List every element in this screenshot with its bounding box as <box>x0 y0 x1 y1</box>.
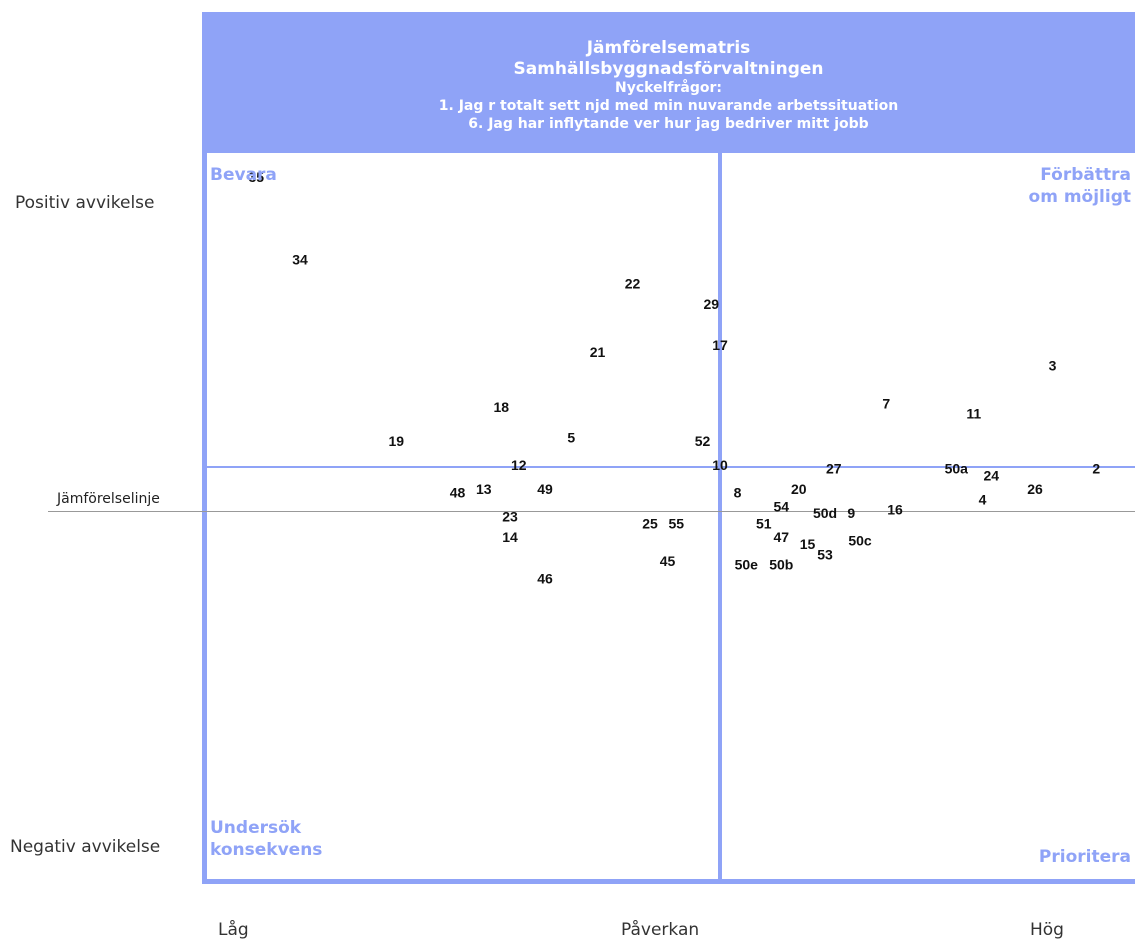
data-point-label: 23 <box>502 509 518 525</box>
data-point-label: 14 <box>502 529 518 545</box>
quadrant-label-forbattra-line1: Förbättra <box>1040 165 1131 185</box>
data-point-label: 50c <box>848 533 872 549</box>
data-point-label: 50e <box>735 557 759 573</box>
data-point-label: 7 <box>882 395 890 411</box>
data-point-label: 24 <box>984 467 1000 483</box>
data-point-label: 4 <box>979 491 987 507</box>
quadrant-label-undersok-line2: konsekvens <box>210 840 323 860</box>
data-point-label: 12 <box>511 457 527 473</box>
quadrant-label-prioritera: Prioritera <box>1038 847 1131 867</box>
x-label-mid: Påverkan <box>621 920 700 940</box>
data-point-label: 2 <box>1092 461 1100 477</box>
data-point-label: 29 <box>704 296 720 312</box>
data-point-label: 46 <box>537 570 553 586</box>
data-point-label: 49 <box>537 481 553 497</box>
left-border <box>202 12 207 882</box>
data-point-label: 18 <box>494 399 510 415</box>
key-questions-heading: Nyckelfrågor: <box>615 80 722 96</box>
y-label-negative: Negativ avvikelse <box>10 837 161 857</box>
data-point-label: 9 <box>847 505 855 521</box>
chart-title: Jämförelsematris <box>586 38 751 58</box>
reference-line-label: Jämförelselinje <box>57 491 160 507</box>
quadrant-label-forbattra: Förbättra om möjligt <box>1029 164 1131 208</box>
reference-line <box>48 511 1135 512</box>
key-question-1: 1. Jag r totalt sett njd med min nuvaran… <box>438 98 899 114</box>
y-label-positive: Positiv avvikelse <box>15 193 155 213</box>
vertical-divider <box>718 153 722 879</box>
data-point-label: 5 <box>567 430 575 446</box>
data-point-label: 51 <box>756 515 772 531</box>
data-point-label: 50a <box>945 461 969 477</box>
data-point-label: 3 <box>1049 358 1057 374</box>
x-label-low: Låg <box>218 920 249 940</box>
data-point-label: 25 <box>642 515 658 531</box>
key-question-6: 6. Jag har inflytande ver hur jag bedriv… <box>468 116 869 132</box>
data-point-label: 15 <box>800 536 816 552</box>
data-point-label: 54 <box>774 498 790 514</box>
data-point-label: 34 <box>292 251 308 267</box>
horizontal-divider <box>207 466 1135 468</box>
chart-header: Jämförelsematris Samhällsbyggnadsförvalt… <box>202 12 1135 153</box>
quadrant-label-forbattra-line2: om möjligt <box>1028 187 1131 207</box>
data-point-label: 45 <box>660 553 676 569</box>
data-point-label: 20 <box>791 481 807 497</box>
data-point-label: 26 <box>1027 481 1043 497</box>
bottom-border <box>202 879 1135 884</box>
data-point-label: 50d <box>813 505 837 521</box>
data-point-label: 19 <box>389 433 405 449</box>
data-point-label: 21 <box>590 344 606 360</box>
x-label-high: Hög <box>1030 920 1064 940</box>
data-point-label: 53 <box>817 546 833 562</box>
data-point-label: 13 <box>476 481 492 497</box>
data-point-label: 48 <box>450 485 466 501</box>
chart-subtitle: Samhällsbyggnadsförvaltningen <box>513 59 824 79</box>
data-point-label: 11 <box>966 406 981 422</box>
data-point-label: 35 <box>249 169 265 185</box>
data-point-label: 52 <box>695 433 711 449</box>
quadrant-label-bevara: Bevara <box>210 165 277 185</box>
data-point-label: 8 <box>734 485 742 501</box>
quadrant-label-undersok: Undersök konsekvens <box>210 817 322 861</box>
data-point-label: 10 <box>712 457 728 473</box>
data-point-label: 22 <box>625 275 641 291</box>
data-points: 35 34 22 29 17 21 3 7 11 18 5 52 19 12 10 27 50a 24 2 26 4 48… <box>249 169 1101 586</box>
data-point-label: 16 <box>887 502 903 518</box>
data-point-label: 55 <box>669 515 685 531</box>
data-point-label: 17 <box>712 337 728 353</box>
data-point-label: 47 <box>774 529 790 545</box>
data-point-label: 27 <box>826 461 842 477</box>
quadrant-label-undersok-line1: Undersök <box>210 818 302 838</box>
data-point-label: 50b <box>769 557 793 573</box>
